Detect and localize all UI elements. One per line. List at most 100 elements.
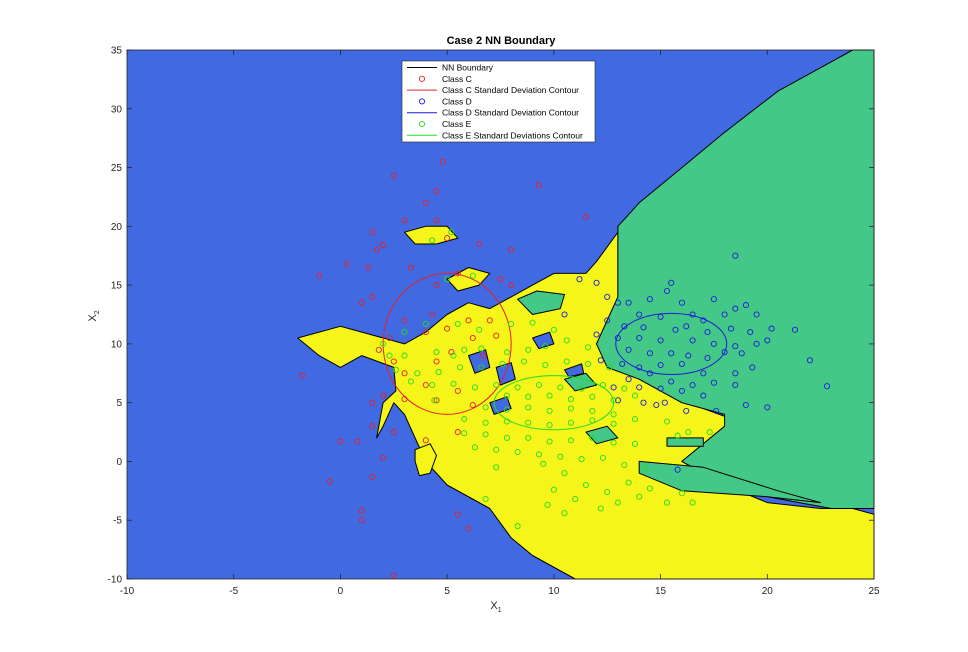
point-s2-56 (589, 407, 596, 414)
point-s2-11 (550, 326, 557, 333)
point-s1-32 (710, 340, 717, 347)
point-s1-56 (710, 379, 717, 386)
data-points (298, 158, 831, 579)
region-green-5 (638, 460, 822, 504)
point-s2-80 (471, 444, 478, 451)
point-s2-95 (646, 485, 653, 492)
point-s1-21 (683, 323, 690, 330)
point-s0-4 (422, 199, 429, 206)
point-s1-49 (732, 370, 739, 377)
point-s1-62 (700, 392, 707, 399)
point-s0-50 (337, 438, 344, 445)
point-s2-85 (578, 456, 585, 463)
point-s2-0 (429, 237, 436, 244)
point-s2-17 (503, 349, 510, 356)
point-s2-21 (584, 344, 592, 351)
point-s2-100 (561, 510, 568, 517)
point-s2-28 (520, 358, 528, 365)
point-s0-13 (476, 240, 483, 248)
point-s2-18 (525, 346, 532, 353)
x-tick-label-6: 20 (762, 586, 774, 597)
point-s0-42 (380, 392, 387, 399)
x-axis-label: X1 (490, 600, 501, 614)
point-s0-52 (380, 454, 387, 461)
point-s0-32 (375, 346, 382, 353)
point-s2-84 (557, 453, 564, 460)
point-s2-97 (572, 496, 579, 503)
point-s2-62 (546, 421, 553, 429)
point-s1-26 (791, 326, 799, 333)
point-s0-2 (433, 188, 440, 195)
legend-label-5: Class E (442, 119, 472, 129)
point-s2-64 (589, 417, 596, 424)
point-s2-34 (429, 381, 436, 389)
point-s0-3 (535, 182, 542, 189)
point-s2-77 (610, 439, 617, 446)
region-blue-13 (489, 396, 512, 415)
point-s2-5 (401, 329, 408, 336)
point-s2-22 (392, 366, 399, 373)
legend-label-4: Class D Standard Deviation Contour (442, 108, 579, 118)
point-s0-15 (454, 270, 461, 277)
point-s2-3 (469, 272, 476, 279)
point-s2-38 (514, 384, 521, 391)
point-s0-40 (454, 387, 461, 394)
point-s1-48 (700, 370, 707, 377)
point-s0-20 (369, 293, 376, 300)
point-s2-76 (589, 434, 596, 441)
legend-label-1: Class C (442, 74, 472, 84)
legend-label-2: Class C Standard Deviation Contour (442, 85, 579, 95)
point-s1-22 (704, 329, 711, 336)
point-s2-19 (542, 343, 549, 350)
point-s2-78 (631, 440, 639, 447)
point-s1-37 (646, 350, 653, 357)
x-tick-label-4: 10 (548, 586, 560, 597)
y-tick-label-3: 5 (116, 398, 122, 409)
point-s2-75 (567, 437, 574, 444)
point-s0-55 (358, 507, 365, 514)
point-s0-27 (422, 329, 429, 336)
region-blue-14 (564, 363, 585, 378)
point-s1-2 (663, 287, 671, 295)
point-s1-69 (713, 407, 720, 414)
x-tick-label-2: 0 (338, 586, 344, 597)
point-s1-39 (685, 352, 692, 359)
point-s2-16 (478, 345, 485, 352)
point-s2-8 (476, 326, 483, 333)
point-s2-79 (674, 432, 681, 439)
point-s1-11 (636, 311, 643, 318)
point-s1-30 (657, 337, 664, 344)
point-s1-0 (732, 252, 739, 259)
point-s0-59 (390, 572, 397, 579)
point-s0-43 (401, 396, 408, 403)
point-s0-6 (433, 217, 440, 224)
point-s0-49 (454, 429, 461, 436)
point-s1-68 (764, 404, 771, 411)
point-s2-82 (514, 448, 521, 456)
region-yellow-3 (414, 443, 437, 477)
y-axis-label: X2 (87, 310, 101, 321)
point-s2-88 (642, 465, 649, 472)
point-s1-51 (806, 357, 814, 364)
y-axis-ticks: -10 -5 0 5 10 15 20 25 30 35 (108, 46, 874, 586)
point-s2-72 (503, 434, 510, 441)
legend-marker-3 (418, 98, 426, 105)
point-s2-43 (621, 385, 628, 392)
point-s1-54 (668, 378, 675, 385)
point-s2-36 (471, 384, 478, 391)
region-blue-10 (468, 349, 491, 374)
axes-box (126, 49, 875, 580)
point-s2-1 (448, 229, 455, 236)
region-blue-12 (532, 331, 555, 350)
x-tick-label-3: 5 (444, 586, 450, 597)
point-s2-101 (597, 505, 604, 512)
point-s2-60 (503, 418, 510, 425)
point-s2-89 (493, 464, 500, 471)
legend-box (401, 60, 596, 143)
point-s2-20 (563, 337, 570, 344)
point-s2-10 (529, 319, 536, 326)
point-s0-23 (401, 317, 408, 324)
point-s0-45 (469, 401, 476, 409)
point-s2-81 (493, 446, 500, 453)
